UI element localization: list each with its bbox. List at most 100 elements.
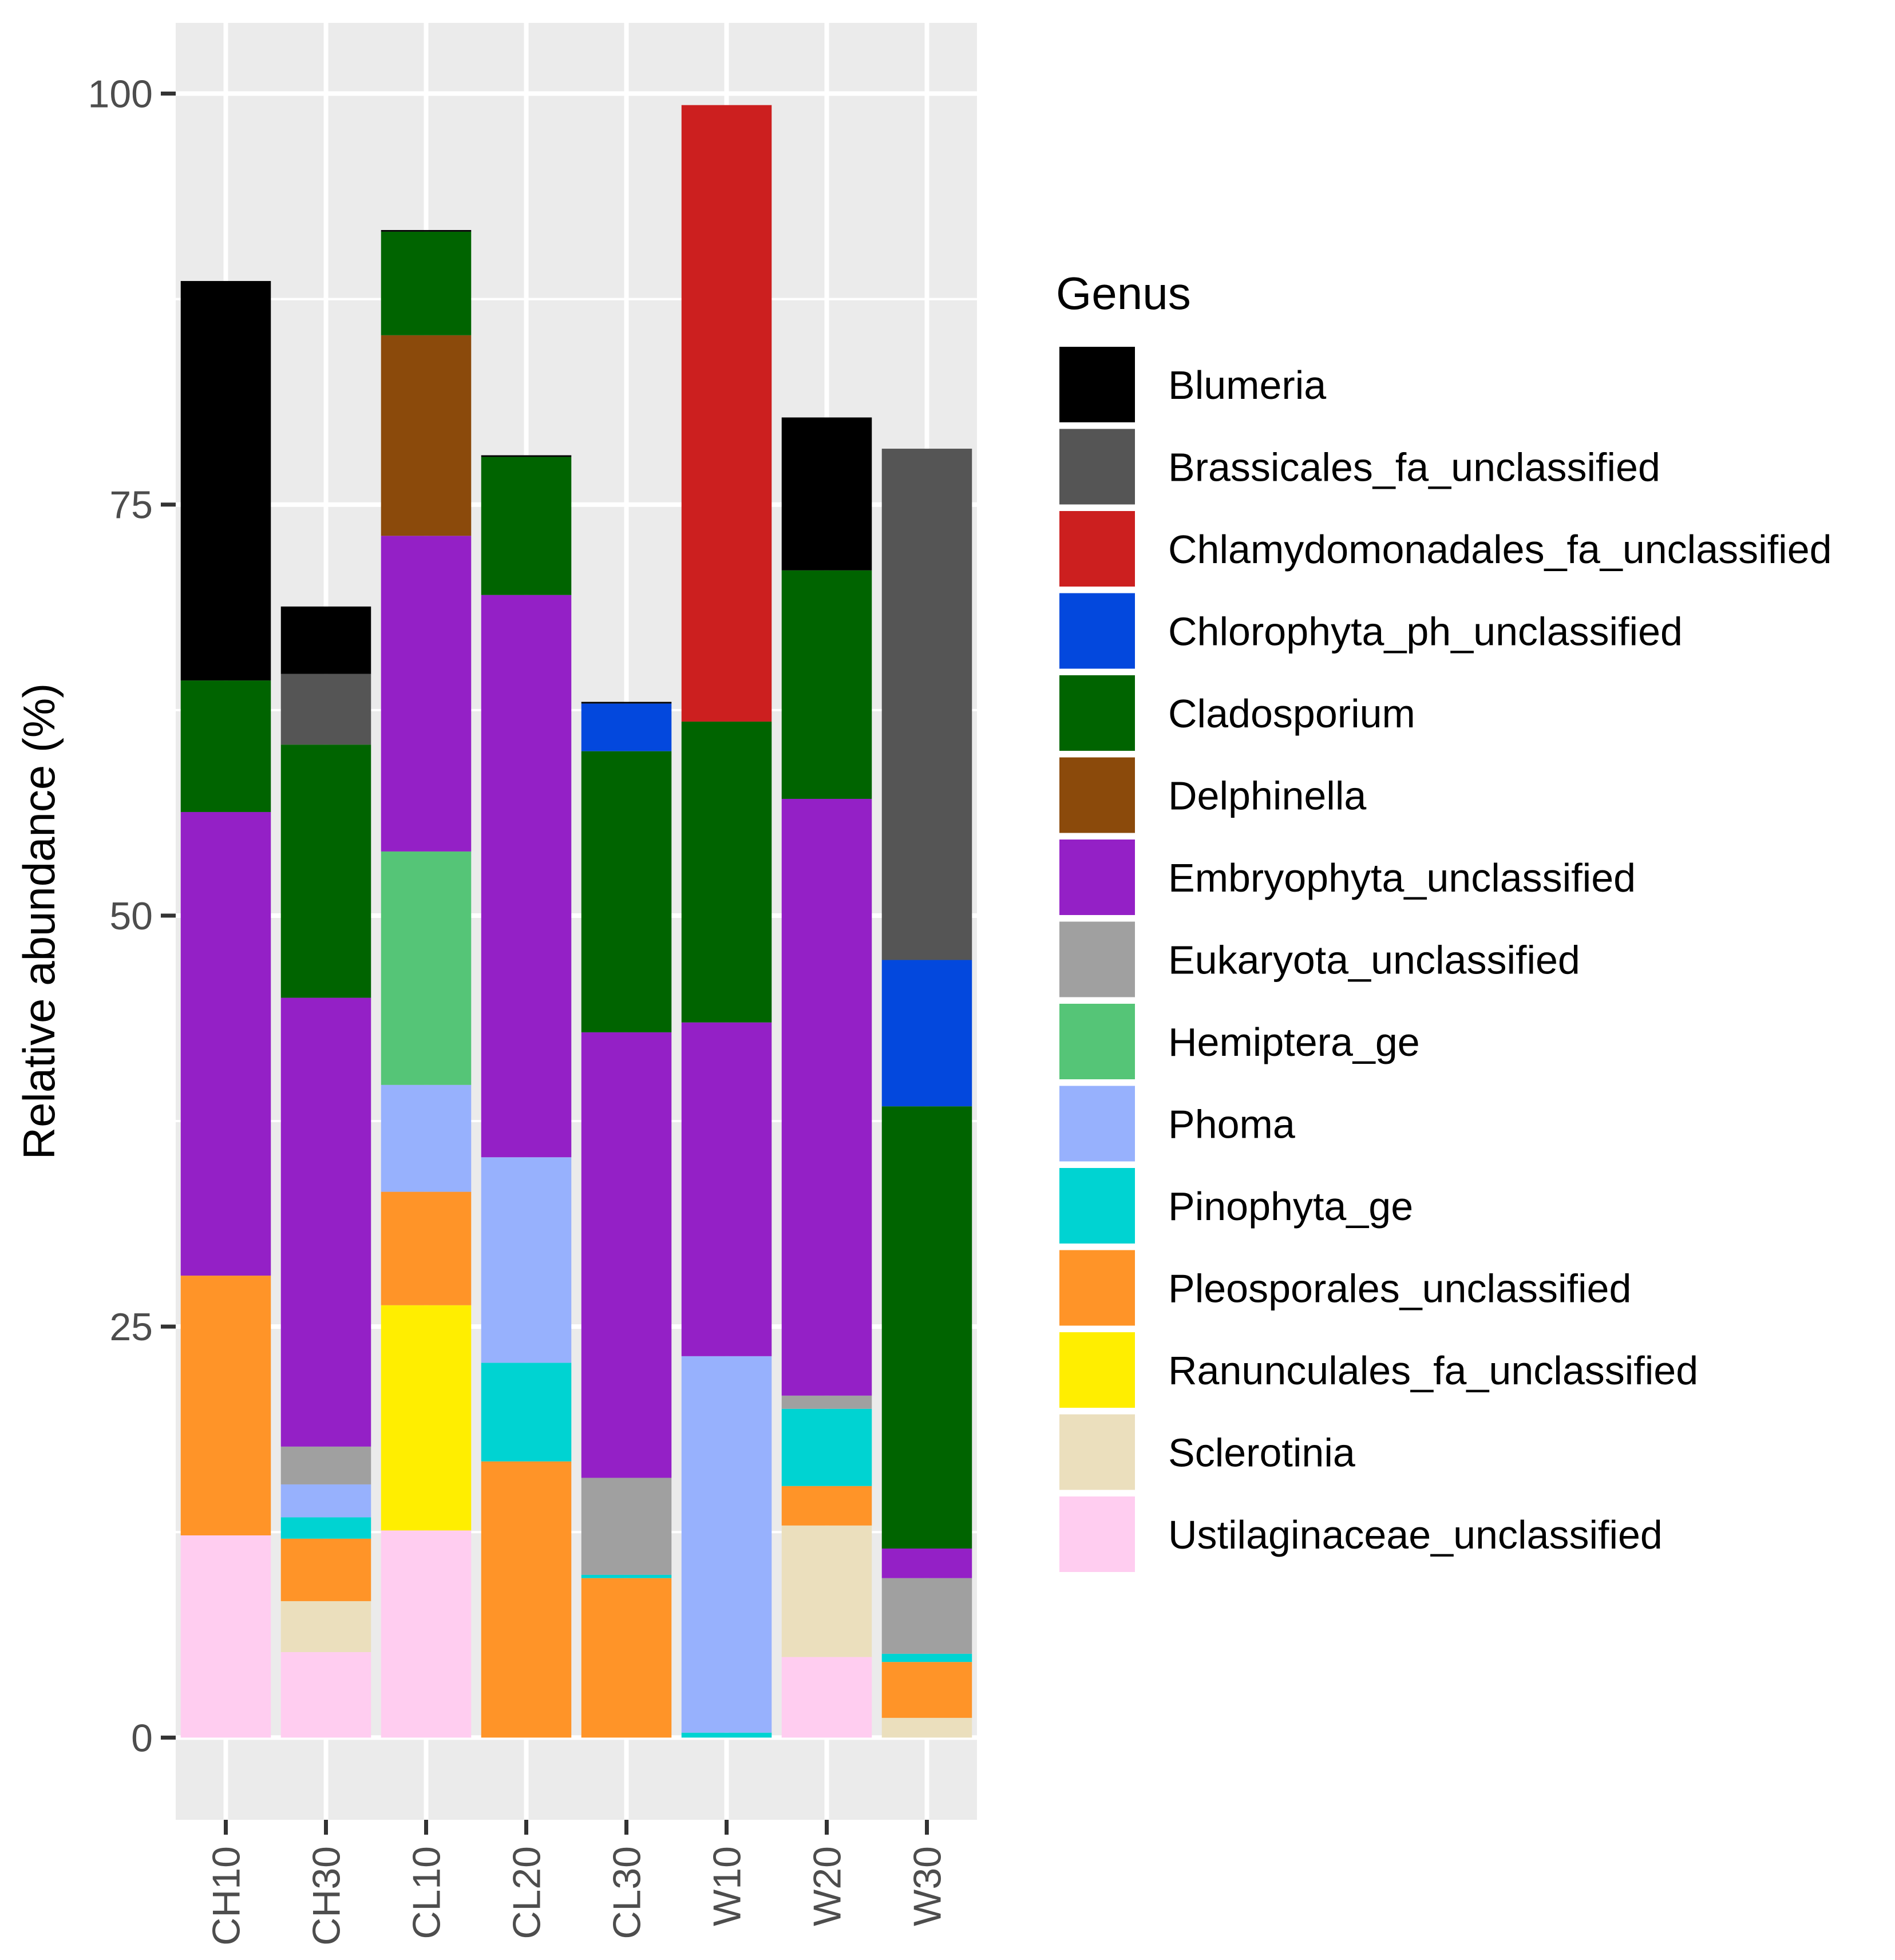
bar-segment xyxy=(581,1574,672,1578)
legend-item: Chlorophyta_ph_unclassified xyxy=(1059,593,1683,669)
bar-segment xyxy=(581,1578,672,1738)
bar-segment xyxy=(280,1484,371,1518)
bar-segment xyxy=(581,1032,672,1478)
x-axis: CH10 CH30 CL10 CL20 CL30 W10 W20 W30 xyxy=(205,1820,950,1946)
bar-stack-cl10 xyxy=(381,229,472,1738)
legend-label: Ranunculales_fa_unclassified xyxy=(1168,1348,1698,1393)
bar-segment xyxy=(180,281,271,681)
legend-label: Sclerotinia xyxy=(1168,1431,1355,1475)
x-tick-label: W10 xyxy=(706,1846,749,1926)
y-tick-label: 75 xyxy=(109,484,153,527)
legend-label: Delphinella xyxy=(1168,774,1366,818)
bar-segment xyxy=(781,1657,872,1738)
legend-label: Phoma xyxy=(1168,1102,1295,1147)
bar-segment xyxy=(781,570,872,799)
bar-segment xyxy=(180,1276,271,1536)
legend-item: Chlamydomonadales_fa_unclassified xyxy=(1059,511,1832,587)
legend-label: Ustilaginaceae_unclassified xyxy=(1168,1512,1663,1557)
legend-item: Eukaryota_unclassified xyxy=(1059,921,1580,997)
legend: Blumeria Brassicales_fa_unclassified Chlam… xyxy=(1059,347,1832,1572)
legend-item: Sclerotinia xyxy=(1059,1414,1355,1490)
bar-segment xyxy=(280,745,371,998)
bar-segment xyxy=(881,1106,972,1549)
bar-segment xyxy=(280,1517,371,1539)
legend-label: Embryophyta_unclassified xyxy=(1168,856,1636,900)
bar-segment xyxy=(180,1535,271,1738)
legend-swatch xyxy=(1059,1332,1135,1408)
bar-segment xyxy=(681,1732,772,1738)
x-tick-label: CH30 xyxy=(305,1846,349,1946)
legend-swatch xyxy=(1059,1496,1135,1572)
bar-segment xyxy=(881,1717,972,1738)
bar-segment xyxy=(581,1478,672,1575)
legend-item: Ustilaginaceae_unclassified xyxy=(1059,1496,1663,1572)
x-tick-label: CL10 xyxy=(405,1846,449,1939)
bar-segment xyxy=(381,536,472,852)
bar-segment xyxy=(481,1157,572,1363)
bar-segment xyxy=(881,1653,972,1662)
bar-segment xyxy=(781,1525,872,1657)
legend-swatch xyxy=(1059,757,1135,833)
bar-segment xyxy=(581,703,672,751)
legend-swatch xyxy=(1059,1250,1135,1326)
y-axis-title: Relative abundance (%) xyxy=(14,683,64,1159)
bar-segment xyxy=(280,1601,371,1652)
y-tick-label: 50 xyxy=(109,894,153,938)
legend-item: Hemiptera_ge xyxy=(1059,1004,1420,1079)
bar-segment xyxy=(180,680,271,812)
legend-swatch xyxy=(1059,675,1135,751)
bar-segment xyxy=(481,1363,572,1462)
bar-segment xyxy=(381,1084,472,1192)
legend-swatch xyxy=(1059,1414,1135,1490)
bar-segment xyxy=(381,1530,472,1738)
bar-segment xyxy=(481,595,572,1158)
bar-segment xyxy=(280,1446,371,1484)
legend-label: Eukaryota_unclassified xyxy=(1168,938,1580,983)
legend-item: Delphinella xyxy=(1059,757,1366,833)
bar-stack-cl30 xyxy=(581,702,672,1738)
legend-item: Ranunculales_fa_unclassified xyxy=(1059,1332,1698,1408)
bar-segment xyxy=(381,1305,472,1531)
bar-segment xyxy=(381,851,472,1085)
legend-item: Cladosporium xyxy=(1059,675,1415,751)
legend-title: Genus xyxy=(1056,268,1191,319)
legend-swatch xyxy=(1059,429,1135,505)
bar-stack-ch10 xyxy=(180,281,271,1738)
bar-segment xyxy=(481,455,572,457)
bars xyxy=(180,105,972,1738)
y-tick-label: 25 xyxy=(109,1305,153,1349)
bar-stack-w30 xyxy=(881,449,972,1738)
bar-segment xyxy=(881,960,972,1107)
legend-swatch xyxy=(1059,347,1135,422)
bar-segment xyxy=(781,798,872,1396)
legend-label: Chlamydomonadales_fa_unclassified xyxy=(1168,527,1832,572)
bar-segment xyxy=(581,702,672,704)
bar-stack-cl20 xyxy=(481,455,572,1738)
bar-segment xyxy=(881,1548,972,1578)
y-axis: 0 25 50 75 100 xyxy=(88,73,176,1760)
x-tick-label: W30 xyxy=(906,1846,950,1926)
x-tick-label: W20 xyxy=(806,1846,849,1926)
legend-item: Pleosporales_unclassified xyxy=(1059,1250,1631,1326)
bar-segment xyxy=(881,1578,972,1654)
bar-segment xyxy=(180,811,271,1276)
bar-segment xyxy=(280,606,371,674)
bar-segment xyxy=(681,1356,772,1733)
legend-item: Blumeria xyxy=(1059,347,1326,422)
legend-swatch xyxy=(1059,593,1135,669)
bar-segment xyxy=(280,1538,371,1601)
bar-segment xyxy=(881,449,972,960)
legend-swatch xyxy=(1059,1004,1135,1079)
bar-segment xyxy=(481,1461,572,1738)
bar-segment xyxy=(280,674,371,745)
bar-segment xyxy=(681,105,772,722)
legend-label: Pinophyta_ge xyxy=(1168,1184,1413,1229)
bar-segment xyxy=(781,1486,872,1526)
bar-stack-w10 xyxy=(681,105,772,1738)
legend-label: Blumeria xyxy=(1168,363,1326,407)
x-tick-label: CH10 xyxy=(205,1846,248,1946)
legend-swatch xyxy=(1059,840,1135,915)
legend-swatch xyxy=(1059,1168,1135,1244)
bar-stack-w20 xyxy=(781,417,872,1738)
